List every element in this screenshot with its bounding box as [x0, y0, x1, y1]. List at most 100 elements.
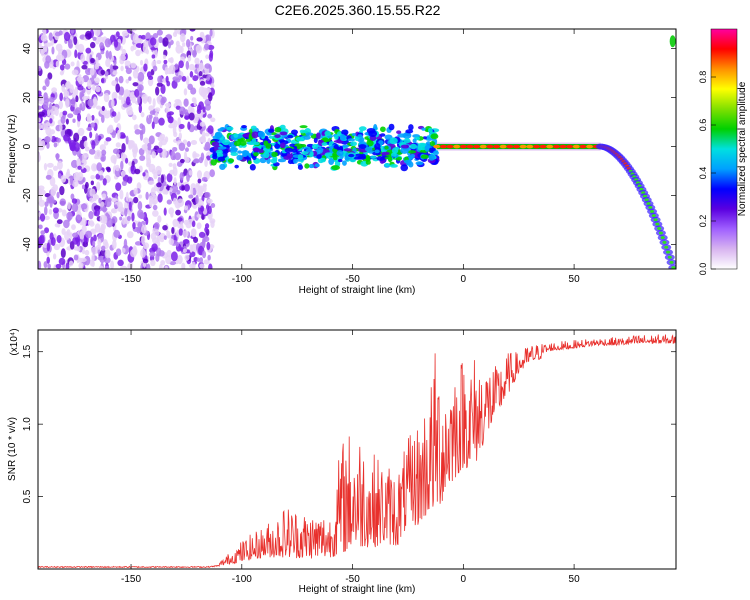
- noise-cell: [141, 144, 148, 151]
- tail-core: [644, 198, 649, 202]
- noise-cell: [111, 98, 115, 108]
- noise-cell: [88, 148, 96, 155]
- noise-cell: [55, 43, 63, 52]
- noise-cell: [199, 257, 204, 264]
- snr-y-label: SNR (10 * v/v): [7, 417, 18, 481]
- noise-cell: [165, 75, 169, 84]
- colorbar-tick-label: 0.0: [698, 263, 708, 276]
- chart-title: C2E6.2025.360.15.55.R22: [274, 2, 441, 18]
- noise-cell: [49, 118, 53, 124]
- noise-cell: [121, 247, 126, 253]
- noise-cell: [76, 76, 83, 82]
- noise-cell: [109, 64, 114, 74]
- signal-cell: [287, 134, 294, 139]
- noise-cell: [92, 36, 97, 41]
- noise-cell: [110, 154, 117, 164]
- signal-cell: [215, 149, 223, 155]
- noise-cell: [76, 158, 81, 166]
- noise-cell: [38, 123, 43, 130]
- signal-cell: [259, 141, 265, 146]
- noise-cell: [51, 46, 55, 55]
- noise-cell: [120, 151, 126, 161]
- signal-cell: [252, 141, 260, 146]
- spectrogram-y-ticks: -40 -20 0 20 40: [22, 43, 676, 252]
- noise-cell: [100, 223, 106, 231]
- signal-cell: [343, 148, 352, 152]
- noise-cell: [49, 176, 56, 187]
- noise-cell: [81, 217, 87, 227]
- noise-cell: [95, 173, 100, 180]
- noise-cell: [137, 221, 143, 228]
- signal-cell: [409, 154, 416, 158]
- noise-cell: [69, 84, 74, 94]
- coherent-line-cell: [526, 144, 534, 149]
- noise-cell: [152, 65, 158, 72]
- noise-cell: [159, 237, 165, 243]
- signal-cell: [405, 129, 414, 134]
- coherent-line-cell: [453, 144, 461, 149]
- coherent-line-cell: [459, 144, 467, 149]
- signal-cell: [309, 151, 314, 157]
- noise-cell: [156, 147, 163, 154]
- noise-cell: [161, 148, 167, 159]
- signal-cell: [359, 137, 365, 142]
- tail-core: [651, 214, 656, 218]
- noise-cell: [106, 110, 111, 115]
- noise-cell: [192, 159, 200, 164]
- noise-cell: [111, 65, 119, 70]
- signal-cell: [237, 150, 243, 154]
- signal-cell: [324, 152, 333, 157]
- noise-cell: [63, 31, 71, 42]
- noise-cell: [46, 256, 51, 264]
- noise-cell: [210, 203, 216, 208]
- noise-cell: [86, 115, 92, 123]
- noise-cell: [111, 216, 118, 224]
- noise-cell: [71, 69, 79, 76]
- coherent-line-cell: [433, 144, 441, 149]
- noise-cell: [73, 36, 78, 46]
- noise-cell: [66, 229, 71, 236]
- noise-cell: [85, 47, 92, 54]
- noise-cell: [125, 191, 129, 202]
- tail-core: [664, 245, 669, 249]
- spectrogram-y-tick-label: -20: [22, 188, 33, 203]
- noise-cell: [140, 59, 144, 66]
- noise-cell: [169, 261, 177, 266]
- noise-cell: [124, 60, 131, 67]
- noise-cell: [79, 103, 83, 111]
- noise-cell: [51, 87, 58, 93]
- signal-cell: [302, 135, 311, 140]
- noise-cell: [142, 137, 150, 144]
- signal-cell: [324, 130, 331, 136]
- noise-cell: [164, 190, 169, 195]
- noise-cell: [132, 82, 139, 87]
- noise-cell: [117, 259, 124, 267]
- noise-cell: [198, 70, 203, 77]
- signal-cell: [217, 146, 227, 150]
- signal-cell: [316, 132, 321, 140]
- noise-cell: [100, 153, 106, 162]
- signal-cell: [242, 133, 249, 138]
- noise-cell: [107, 197, 112, 202]
- noise-cell: [153, 222, 160, 230]
- noise-cell: [90, 57, 95, 64]
- signal-cell: [274, 143, 281, 149]
- noise-cell: [186, 141, 191, 148]
- signal-cell: [212, 151, 218, 157]
- noise-cell: [140, 34, 146, 40]
- signal-cell: [291, 129, 298, 135]
- noise-cell: [89, 188, 96, 197]
- noise-cell: [203, 259, 210, 265]
- noise-cell: [171, 226, 175, 234]
- noise-cell: [116, 153, 120, 160]
- signal-cell: [321, 142, 328, 146]
- noise-cell: [179, 221, 184, 230]
- noise-cell: [188, 63, 195, 71]
- signal-cell: [427, 127, 433, 133]
- snr-x-ticks: -150 -100 -50 0 50: [121, 330, 580, 585]
- noise-cell: [115, 248, 122, 256]
- noise-cell: [201, 239, 206, 248]
- noise-cell: [42, 85, 47, 91]
- noise-cell: [94, 155, 99, 160]
- noise-cell: [79, 230, 85, 240]
